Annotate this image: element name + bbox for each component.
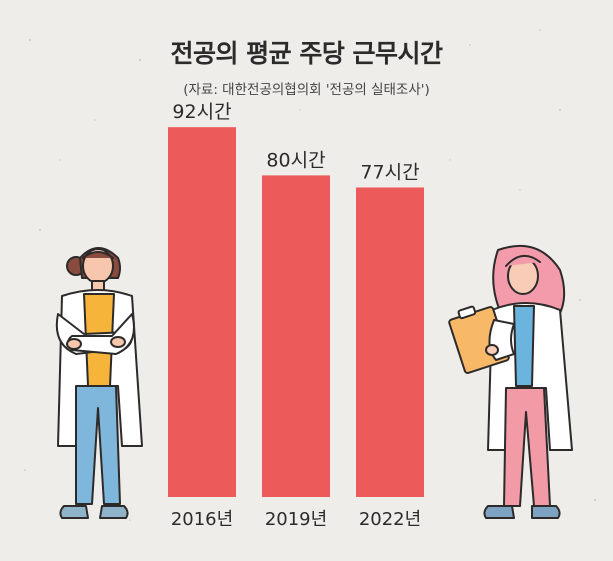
category-label: 2019년 [265,509,327,530]
value-label: 80시간 [266,149,325,171]
category-label: 2016년 [171,509,233,530]
bar-2019년 [262,175,330,497]
value-label: 77시간 [360,161,419,183]
chart-source: (자료: 대한전공의협의회 '전공의 실태조사') [183,82,430,98]
bar-2022년 [356,187,424,497]
doctor-clipboard-illustration [448,245,573,519]
doctor-arms-crossed-illustration [55,247,143,519]
bar-2016년 [168,127,236,497]
chart-title: 전공의 평균 주당 근무시간 [170,39,443,68]
category-label: 2022년 [359,509,421,530]
value-label: 92시간 [172,101,231,123]
